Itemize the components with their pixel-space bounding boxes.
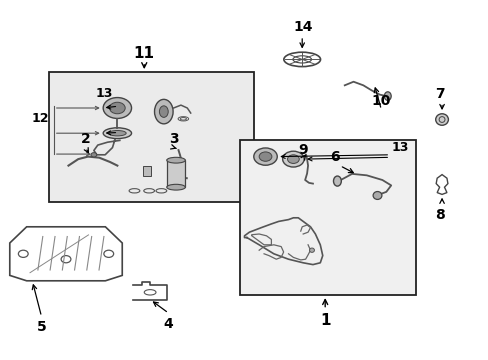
- Ellipse shape: [287, 155, 299, 163]
- Ellipse shape: [435, 114, 447, 125]
- Ellipse shape: [282, 151, 304, 167]
- Ellipse shape: [159, 106, 168, 117]
- Text: 7: 7: [434, 87, 444, 101]
- Ellipse shape: [333, 176, 341, 186]
- Text: 10: 10: [371, 94, 390, 108]
- FancyBboxPatch shape: [49, 72, 254, 202]
- Ellipse shape: [166, 157, 185, 163]
- Text: 6: 6: [329, 150, 339, 164]
- Ellipse shape: [154, 99, 173, 124]
- Text: 13: 13: [95, 87, 112, 100]
- Text: 12: 12: [31, 112, 49, 125]
- Ellipse shape: [259, 152, 271, 161]
- Ellipse shape: [91, 153, 97, 157]
- Ellipse shape: [253, 148, 277, 165]
- Text: 1: 1: [319, 313, 330, 328]
- Text: 4: 4: [163, 317, 173, 331]
- Ellipse shape: [372, 192, 381, 199]
- Ellipse shape: [309, 248, 314, 252]
- Ellipse shape: [109, 102, 125, 114]
- Ellipse shape: [108, 130, 126, 136]
- Text: 8: 8: [434, 208, 444, 222]
- Ellipse shape: [103, 128, 131, 139]
- Bar: [166, 160, 185, 187]
- Text: 14: 14: [293, 20, 312, 34]
- Ellipse shape: [166, 184, 185, 190]
- FancyBboxPatch shape: [239, 140, 415, 295]
- Bar: [142, 166, 150, 176]
- Ellipse shape: [103, 98, 131, 118]
- Text: 13: 13: [390, 141, 408, 154]
- Text: 5: 5: [37, 320, 46, 334]
- Text: 2: 2: [81, 132, 90, 146]
- Text: 3: 3: [168, 132, 178, 146]
- Text: 9: 9: [298, 143, 307, 157]
- Ellipse shape: [384, 92, 390, 100]
- Text: 11: 11: [134, 46, 154, 61]
